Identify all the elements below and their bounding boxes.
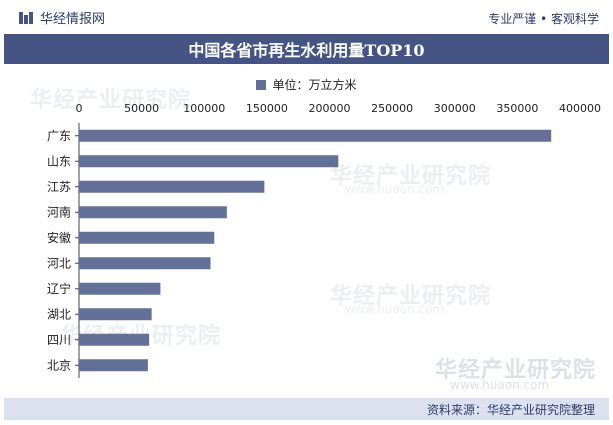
watermark-url: www.huaon.com: [345, 182, 445, 196]
category-label: 湖北: [47, 306, 71, 321]
x-tick-label: 250000: [371, 102, 413, 115]
x-tick-label: 100000: [183, 102, 225, 115]
category-label: 广东: [47, 129, 71, 143]
bar: [79, 155, 339, 168]
bar: [79, 282, 161, 295]
bar: [79, 359, 148, 372]
category-label: 河南: [47, 204, 71, 219]
source-note: 资料来源：华经产业研究院整理: [426, 402, 595, 417]
watermark-url: www.huaon.com: [345, 302, 445, 316]
category-label: 北京: [47, 358, 71, 372]
category-label: 江苏: [47, 180, 71, 194]
watermark-url: www.huaon.com: [450, 378, 550, 392]
watermark-text: 华经产业研究院: [30, 88, 192, 113]
tagline: 专业严谨 • 客观科学: [488, 12, 599, 26]
watermark-text: 华经产业研究院: [330, 164, 492, 189]
chart-title: 中国各省市再生水利用量TOP10: [4, 34, 609, 64]
bar: [79, 308, 152, 321]
legend-label: 单位：万立方米: [272, 78, 357, 92]
bar: [79, 231, 215, 244]
category-label: 辽宁: [47, 281, 71, 296]
category-label: 安徽: [47, 230, 71, 245]
category-label: 四川: [47, 333, 71, 347]
brand-name: 华经情报网: [40, 12, 106, 27]
x-tick-label: 400000: [559, 102, 601, 115]
watermark-text: 华经产业研究院: [435, 358, 597, 383]
brand: 华经情报网: [18, 8, 105, 27]
top-bar: 华经情报网 专业严谨 • 客观科学: [0, 0, 613, 34]
brand-logo-icon: [18, 10, 34, 26]
x-tick-label: 50000: [124, 102, 159, 115]
x-tick-label: 150000: [246, 102, 288, 115]
category-label: 山东: [47, 154, 71, 168]
footer: 资料来源：华经产业研究院整理: [4, 398, 609, 420]
bar: [79, 180, 265, 193]
bar: [79, 129, 552, 142]
x-tick-label: 0: [76, 102, 83, 115]
x-tick-label: 300000: [434, 102, 476, 115]
bar: [79, 333, 150, 346]
category-label: 河北: [47, 256, 71, 270]
chart-legend: 单位：万立方米: [0, 76, 613, 93]
bar: [79, 257, 211, 270]
legend-swatch: [256, 80, 267, 90]
bar: [79, 206, 227, 219]
x-tick-label: 350000: [496, 102, 538, 115]
watermark-text: 华经产业研究院: [330, 284, 492, 309]
x-tick-label: 200000: [309, 102, 351, 115]
